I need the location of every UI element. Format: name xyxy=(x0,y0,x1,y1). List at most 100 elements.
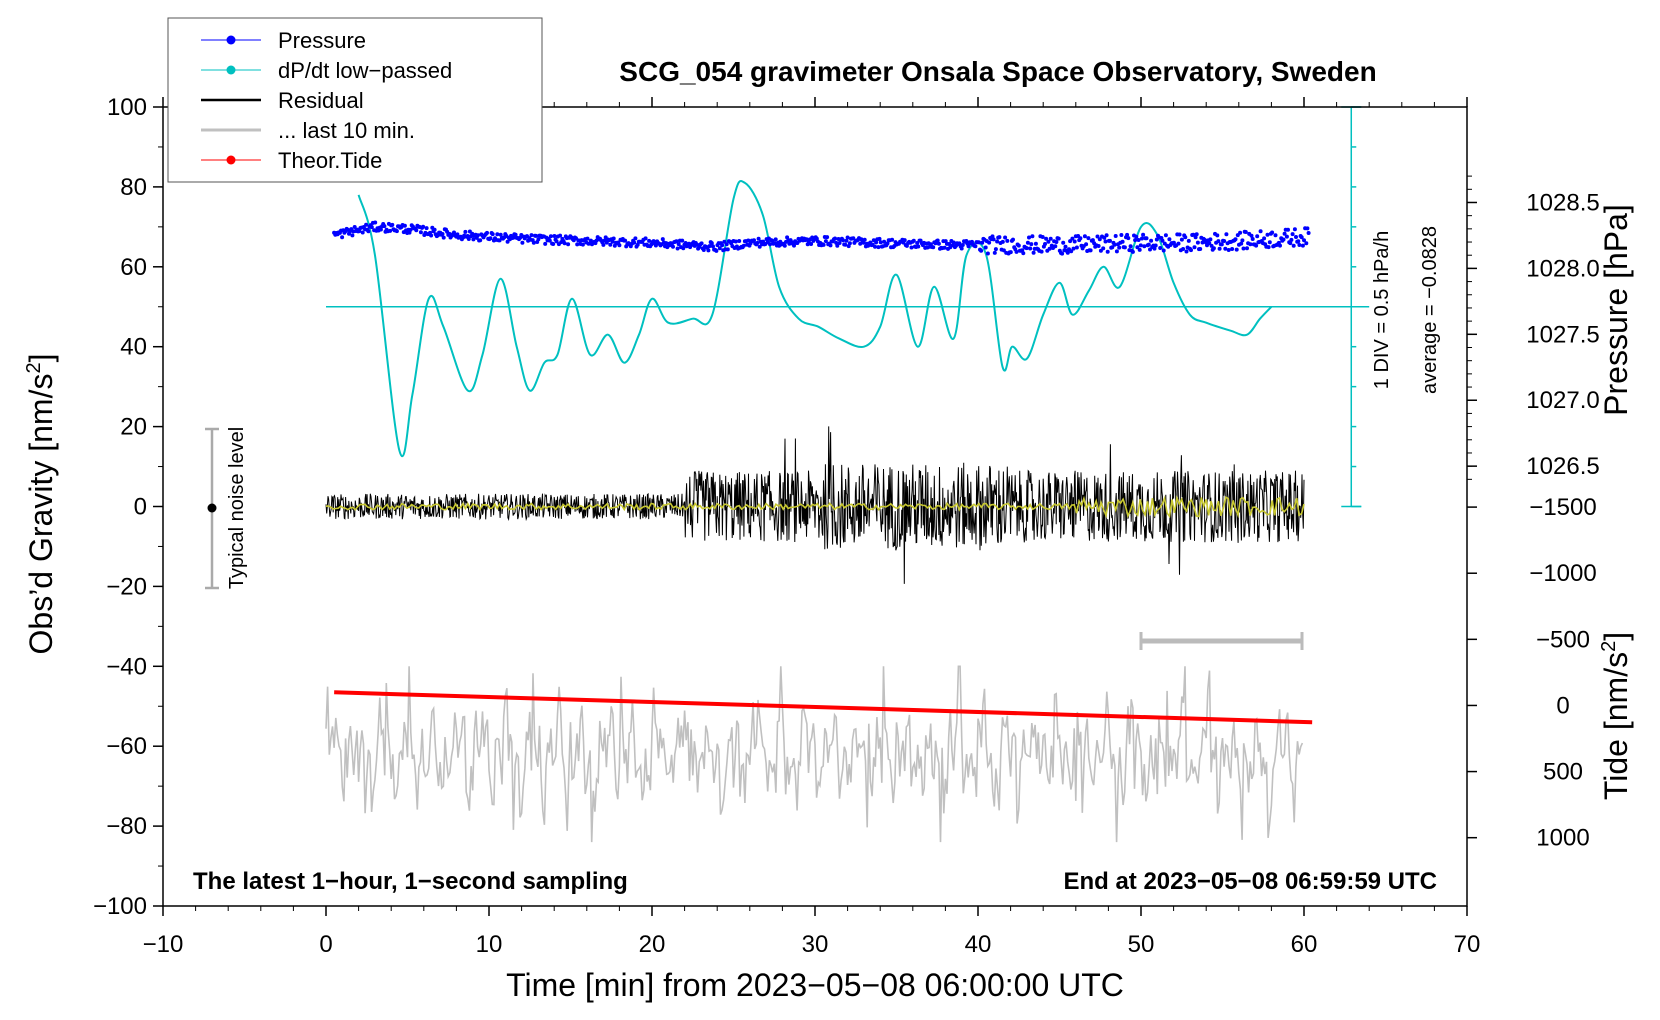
y-tick-label: −60 xyxy=(106,733,147,760)
pressure-point xyxy=(1097,237,1102,242)
pressure-point xyxy=(809,242,814,246)
pressure-point xyxy=(966,244,971,249)
pressure-point xyxy=(782,243,787,248)
residual-trace xyxy=(325,426,1305,584)
pressure-point xyxy=(1078,236,1083,241)
pressure-point xyxy=(432,227,437,232)
pressure-point xyxy=(1074,245,1079,250)
pressure-point xyxy=(768,242,772,247)
pressure-point xyxy=(617,243,622,248)
pressure-point xyxy=(1090,238,1095,243)
pressure-point xyxy=(1117,245,1122,250)
pressure-point xyxy=(837,241,842,245)
pressure-point xyxy=(1003,235,1008,240)
pressure-tick-label: 1028.5 xyxy=(1526,189,1599,216)
pressure-point xyxy=(408,227,413,232)
pressure-point xyxy=(1297,243,1302,247)
pressure-point xyxy=(364,222,369,227)
y-tick-label: 60 xyxy=(120,254,147,281)
pressure-point xyxy=(947,242,952,246)
pressure-tick-label: 1027.5 xyxy=(1526,321,1599,348)
pressure-point xyxy=(441,235,446,240)
pressure-point xyxy=(931,245,936,250)
x-tick-label: 0 xyxy=(319,931,332,958)
pressure-point xyxy=(874,240,879,245)
legend-label: Residual xyxy=(278,88,364,113)
pressure-point xyxy=(725,247,730,252)
pressure-point xyxy=(378,227,383,232)
legend-marker xyxy=(226,65,236,75)
pressure-point xyxy=(1027,235,1031,240)
pressure-point xyxy=(902,238,907,243)
pressure-point xyxy=(1176,241,1181,246)
pressure-point xyxy=(1061,240,1066,245)
pressure-point xyxy=(909,245,914,250)
pressure-point xyxy=(388,228,393,233)
pressure-point xyxy=(350,233,355,238)
pressure-point xyxy=(1025,240,1030,245)
pressure-point xyxy=(717,246,722,251)
pressure-point xyxy=(882,239,887,244)
pressure-point xyxy=(1112,242,1117,247)
pressure-point xyxy=(792,243,796,248)
x-tick-label: 70 xyxy=(1454,931,1481,958)
pressure-point xyxy=(1136,238,1141,242)
tide-tick-label: −1000 xyxy=(1529,560,1596,587)
pressure-point xyxy=(936,241,941,246)
pressure-point xyxy=(1072,239,1077,244)
pressure-point xyxy=(911,238,916,243)
pressure-point xyxy=(960,243,965,247)
pressure-point xyxy=(992,250,997,255)
pressure-point xyxy=(429,233,434,238)
pressure-point xyxy=(488,236,493,241)
pressure-point xyxy=(1186,238,1191,243)
pressure-point xyxy=(1146,242,1151,247)
pressure-point xyxy=(995,239,1000,244)
pressure-point xyxy=(724,242,729,247)
x-tick-label: 60 xyxy=(1291,931,1318,958)
pressure-point xyxy=(1167,237,1172,242)
pressure-point xyxy=(490,232,495,237)
pressure-point xyxy=(543,241,548,246)
pressure-point xyxy=(707,244,712,249)
pressure-point xyxy=(440,232,445,236)
pressure-point xyxy=(463,229,468,234)
pressure-point xyxy=(643,236,648,241)
pressure-point xyxy=(466,237,471,241)
pressure-point xyxy=(916,244,921,249)
pressure-point xyxy=(1233,237,1238,242)
x-tick-label: 40 xyxy=(965,931,992,958)
last-10-min-bar xyxy=(1139,632,1304,650)
pressure-point xyxy=(1054,240,1059,244)
pressure-point xyxy=(1294,235,1298,239)
legend-item: Pressure xyxy=(201,28,366,53)
pressure-point xyxy=(951,240,956,245)
pressure-point xyxy=(1234,247,1239,252)
pressure-point xyxy=(1241,246,1246,251)
pressure-point xyxy=(1040,235,1045,239)
pressure-point xyxy=(1291,243,1296,248)
pressure-point xyxy=(1030,234,1035,239)
pressure-point xyxy=(1047,246,1052,251)
pressure-point xyxy=(548,234,553,239)
chart-title: SCG_054 gravimeter Onsala Space Observat… xyxy=(619,56,1376,87)
pressure-point xyxy=(340,235,345,240)
pressure-tick-label: 1028.0 xyxy=(1526,255,1599,282)
pressure-point xyxy=(551,242,556,246)
pressure-point xyxy=(885,241,890,246)
pressure-point xyxy=(976,240,981,245)
pressure-point xyxy=(1226,248,1231,252)
pressure-point xyxy=(1135,245,1140,250)
tide-tick-label: −500 xyxy=(1536,626,1590,653)
pressure-point xyxy=(513,232,518,237)
pressure-point xyxy=(632,240,637,245)
pressure-point xyxy=(828,243,833,248)
pressure-point xyxy=(1284,234,1289,239)
pressure-point xyxy=(1281,237,1286,242)
pressure-point xyxy=(741,243,746,248)
pressure-point xyxy=(1194,232,1199,237)
pressure-point xyxy=(1181,247,1186,251)
pressure-point xyxy=(478,238,483,243)
dpdt-scale-label: 1 DIV = 0.5 hPa/h xyxy=(1371,231,1393,389)
pressure-point xyxy=(980,240,985,245)
